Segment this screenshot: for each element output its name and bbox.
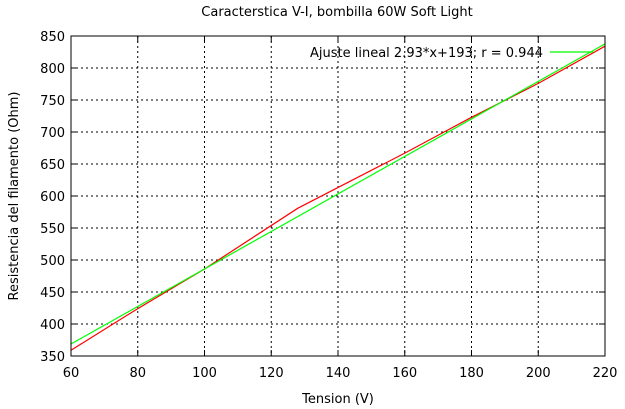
y-tick-label: 600 [40, 190, 65, 205]
y-tick-label: 650 [40, 158, 65, 173]
y-tick-label: 700 [40, 126, 65, 141]
x-tick-label: 200 [526, 366, 551, 381]
x-tick-label: 220 [593, 366, 618, 381]
legend-label: Ajuste lineal 2.93*x+193; r = 0.944 [310, 46, 543, 61]
grid [71, 36, 605, 356]
x-tick-label: 160 [392, 366, 417, 381]
tick-layer: 60 80 100 120 140 160 180 200 220 350 400 450 500 550… [40, 30, 617, 381]
x-tick-label: 80 [129, 366, 146, 381]
y-tick-label: 500 [40, 254, 65, 269]
x-tick-label: 60 [63, 366, 80, 381]
y-tick-label: 800 [40, 62, 65, 77]
y-axis-label: Resistencia del filamento (Ohm) [7, 92, 22, 301]
x-tick-label: 140 [326, 366, 351, 381]
series-line-2 [70, 43, 606, 345]
chart-title: Caracterstica V-I, bombilla 60W Soft Lig… [201, 5, 472, 20]
y-tick-label: 550 [40, 222, 65, 237]
legend: Ajuste lineal 2.93*x+193; r = 0.944 [310, 46, 593, 61]
series-layer [70, 43, 606, 351]
y-tick-label: 750 [40, 94, 65, 109]
x-axis-label: Tension (V) [301, 392, 374, 407]
x-tick-label: 100 [192, 366, 217, 381]
y-tick-label: 350 [40, 350, 65, 365]
series-line-1 [70, 45, 606, 351]
y-tick-label: 450 [40, 286, 65, 301]
y-tick-label: 850 [40, 30, 65, 45]
x-tick-label: 120 [259, 366, 284, 381]
y-tick-label: 400 [40, 318, 65, 333]
x-tick-label: 180 [459, 366, 484, 381]
